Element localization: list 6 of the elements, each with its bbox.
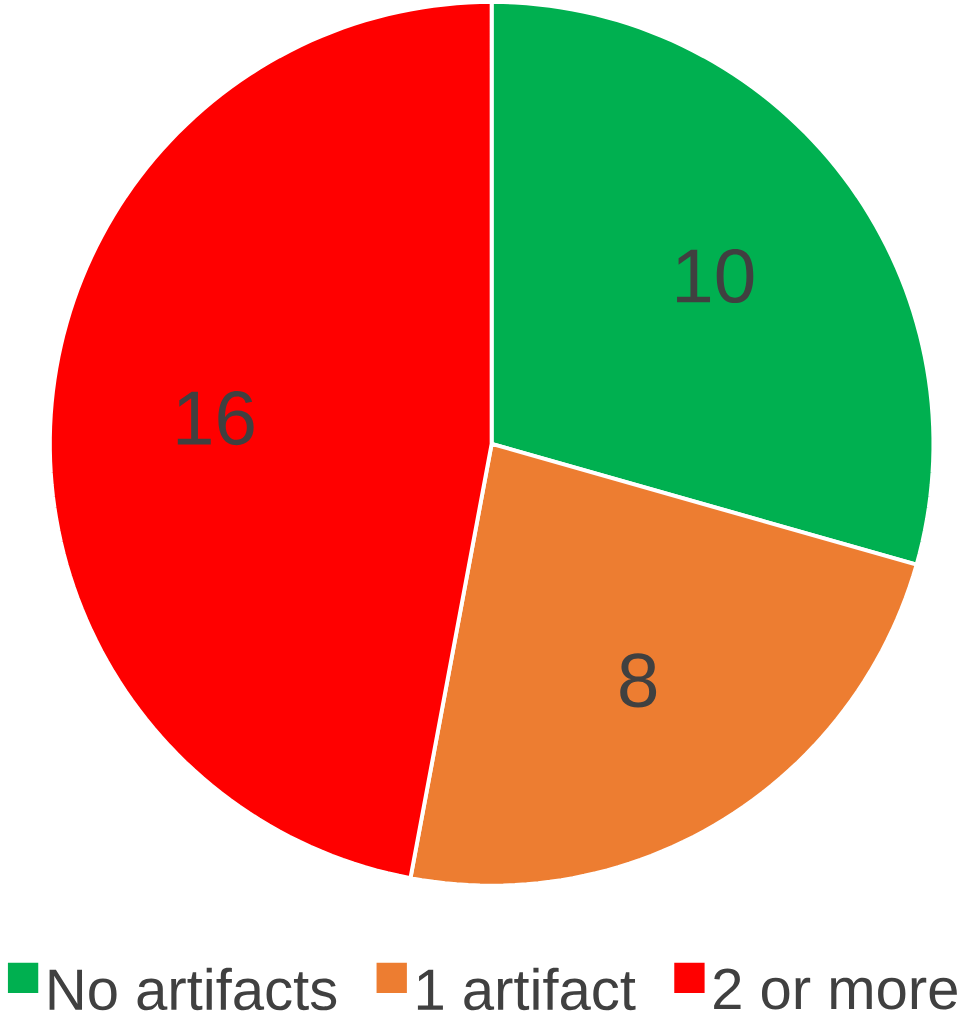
legend-label: 2 or more: [714, 968, 957, 1010]
data-label: 16: [177, 391, 254, 446]
data-label: 8: [620, 653, 657, 708]
data-label: 10: [677, 248, 754, 304]
legend-label: No artifacts: [49, 967, 337, 1011]
legend-label: 1 artifact: [417, 967, 636, 1011]
